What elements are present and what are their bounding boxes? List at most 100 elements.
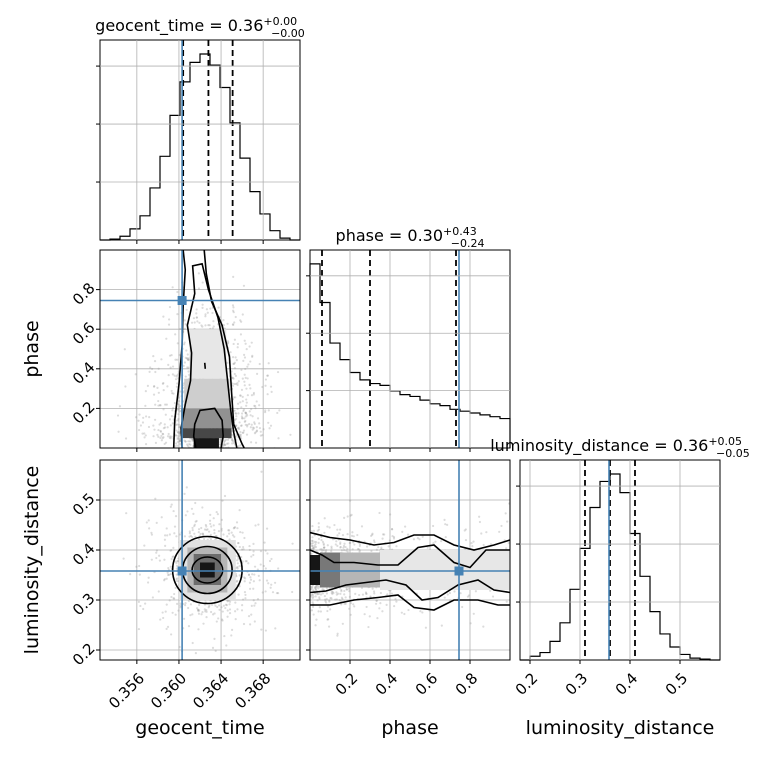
x-tick-label: 0.364 <box>189 669 232 712</box>
scatter-point <box>253 432 257 435</box>
pair-panel-geocent_time-luminosity_distance <box>96 459 301 664</box>
scatter-point <box>138 564 141 568</box>
scatter-point <box>307 579 309 581</box>
scatter-point <box>246 394 249 397</box>
title-error-minus: −0.24 <box>451 237 485 250</box>
scatter-point <box>596 523 598 525</box>
scatter-point <box>252 542 255 545</box>
scatter-point <box>474 590 477 593</box>
scatter-point <box>307 555 309 557</box>
scatter-point <box>226 600 229 603</box>
scatter-point <box>335 598 338 601</box>
scatter-point <box>378 511 381 515</box>
scatter-point <box>248 345 251 348</box>
scatter-point <box>311 544 314 547</box>
scatter-point <box>231 384 235 387</box>
contour-line <box>180 262 238 448</box>
scatter-point <box>158 559 162 562</box>
scatter-point <box>311 544 314 548</box>
scatter-point <box>314 595 317 598</box>
scatter-point <box>339 542 342 546</box>
scatter-point <box>305 562 307 564</box>
scatter-point <box>304 603 306 605</box>
scatter-point <box>232 362 236 365</box>
scatter-point <box>183 343 186 346</box>
scatter-point <box>316 592 319 595</box>
scatter-point <box>388 539 391 542</box>
scatter-point <box>176 438 179 441</box>
scatter-point <box>187 358 190 362</box>
scatter-point <box>240 406 243 409</box>
scatter-point <box>243 356 247 359</box>
scatter-point <box>232 440 235 443</box>
scatter-point <box>176 408 179 411</box>
pair-panel-phase-luminosity_distance <box>304 459 598 664</box>
scatter-point <box>214 604 217 607</box>
x-axis-label-luminosity_distance: luminosity_distance <box>526 717 715 739</box>
scatter-point <box>243 420 246 423</box>
scatter-point <box>158 423 161 426</box>
scatter-point <box>260 470 263 473</box>
scatter-point <box>159 429 162 433</box>
scatter-point <box>251 354 254 357</box>
scatter-point <box>252 599 255 602</box>
scatter-point <box>168 436 171 439</box>
x-tick-label: 0.360 <box>147 669 190 712</box>
scatter-point <box>154 497 157 500</box>
scatter-point <box>307 588 309 590</box>
scatter-point <box>443 518 446 521</box>
scatter-point <box>232 323 235 326</box>
scatter-point <box>166 385 169 388</box>
scatter-point <box>304 567 306 569</box>
scatter-point <box>330 590 333 593</box>
scatter-point <box>266 393 269 396</box>
scatter-point <box>227 529 230 532</box>
scatter-point <box>306 566 308 568</box>
scatter-point <box>160 434 163 438</box>
x-axis-label-geocent_time: geocent_time <box>135 717 264 739</box>
scatter-point <box>336 632 339 635</box>
scatter-point <box>161 432 164 435</box>
scatter-point <box>165 403 168 406</box>
scatter-point <box>233 419 237 422</box>
scatter-point <box>266 374 269 377</box>
scatter-point <box>345 588 349 591</box>
scatter-point <box>240 548 244 551</box>
scatter-point <box>525 579 527 581</box>
scatter-point <box>383 533 386 536</box>
scatter-point <box>165 627 168 631</box>
scatter-point <box>174 515 178 518</box>
scatter-point <box>310 595 313 598</box>
scatter-point <box>228 608 232 611</box>
scatter-point <box>340 603 343 606</box>
scatter-point <box>232 306 235 309</box>
scatter-point <box>250 407 253 411</box>
scatter-point <box>163 558 166 561</box>
scatter-point <box>166 435 170 438</box>
scatter-point <box>184 602 187 605</box>
scatter-point <box>224 443 227 446</box>
scatter-point <box>335 591 338 594</box>
scatter-point <box>226 438 230 441</box>
scatter-point <box>241 395 244 399</box>
y-tick-label: 0.8 <box>69 279 99 309</box>
scatter-point <box>186 444 189 447</box>
scatter-point <box>219 454 221 456</box>
scatter-point <box>234 396 237 399</box>
scatter-point <box>154 403 157 406</box>
scatter-point <box>248 581 252 584</box>
scatter-point <box>223 443 226 446</box>
scatter-point <box>237 541 240 545</box>
scatter-point <box>153 360 157 363</box>
scatter-point <box>232 362 235 365</box>
scatter-point <box>239 319 242 322</box>
scatter-point <box>262 564 265 568</box>
scatter-point <box>184 604 187 607</box>
scatter-point <box>358 549 361 552</box>
scatter-point <box>173 532 176 535</box>
scatter-point <box>341 597 344 601</box>
scatter-point <box>169 572 173 576</box>
scatter-point <box>161 382 164 385</box>
scatter-point <box>243 384 246 387</box>
scatter-point <box>250 341 253 344</box>
